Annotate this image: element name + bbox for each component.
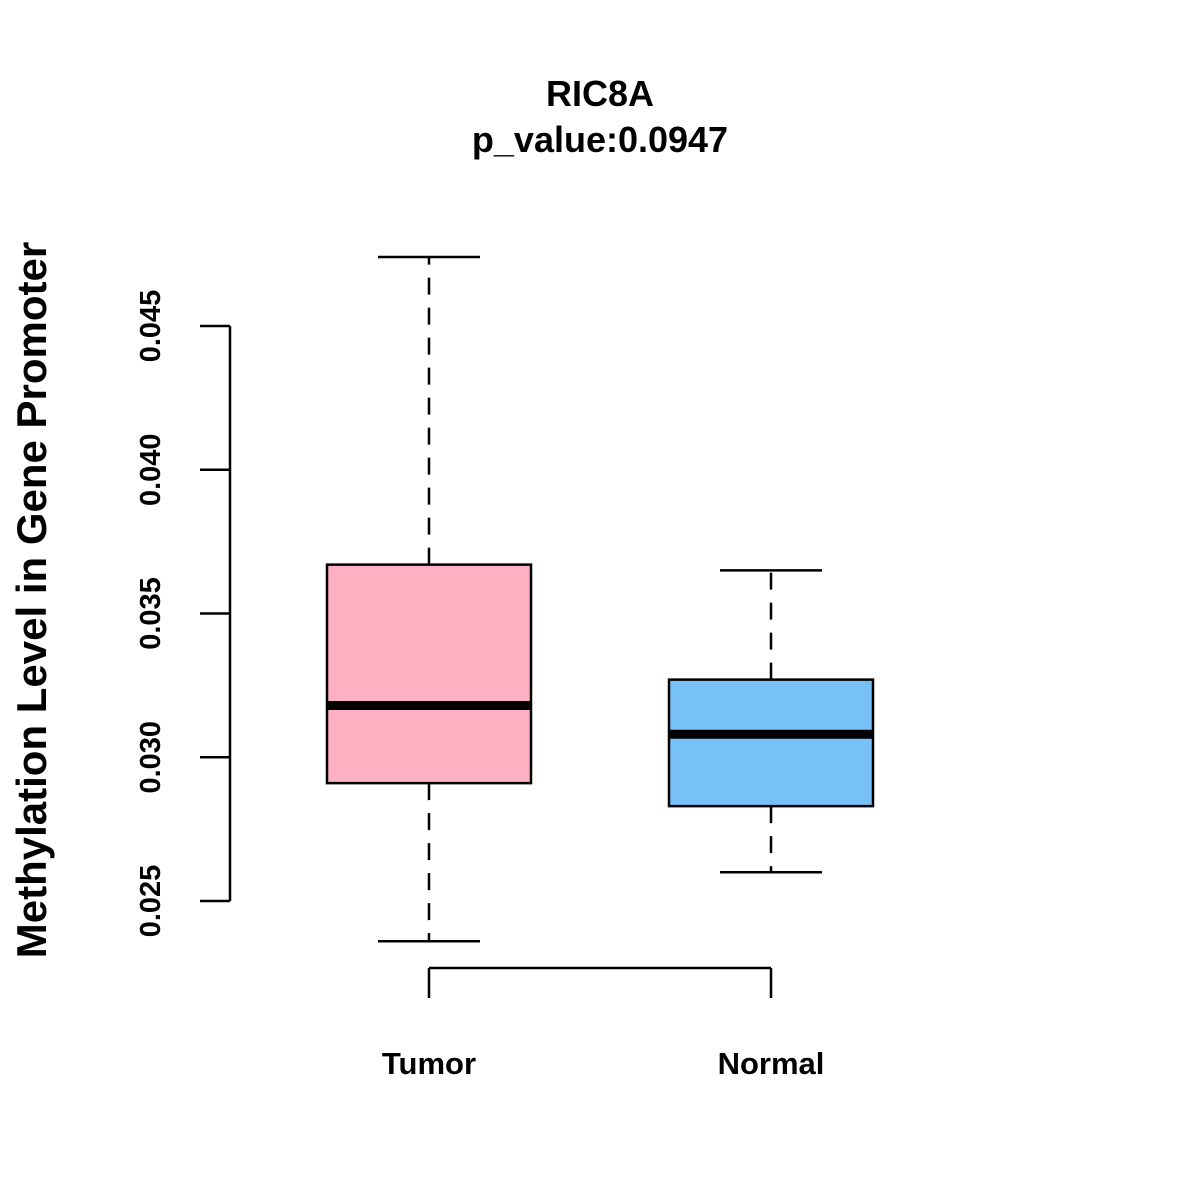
x-tick-label-normal: Normal — [718, 1046, 825, 1081]
y-tick-label-0.040: 0.040 — [135, 433, 167, 506]
boxes — [325, 255, 875, 943]
y-axis-label: Methylation Level in Gene Promoter — [8, 242, 55, 958]
y-tick-label-0.035: 0.035 — [135, 577, 167, 650]
y-tick-label-0.030: 0.030 — [135, 721, 167, 794]
y-tick-label-0.025: 0.025 — [135, 865, 167, 938]
y-axis: 0.025 0.030 0.035 0.040 0.045 — [135, 290, 232, 938]
chart-subtitle: p_value:0.0947 — [472, 119, 728, 160]
normal-box — [667, 678, 875, 808]
chart-title: RIC8A — [546, 73, 654, 114]
y-tick-label-0.045: 0.045 — [135, 290, 167, 363]
tumor-box — [325, 563, 533, 785]
box-normal — [667, 569, 875, 874]
x-tick-label-tumor: Tumor — [382, 1046, 476, 1081]
x-axis: Tumor Normal — [382, 966, 825, 1081]
box-tumor — [325, 255, 533, 943]
